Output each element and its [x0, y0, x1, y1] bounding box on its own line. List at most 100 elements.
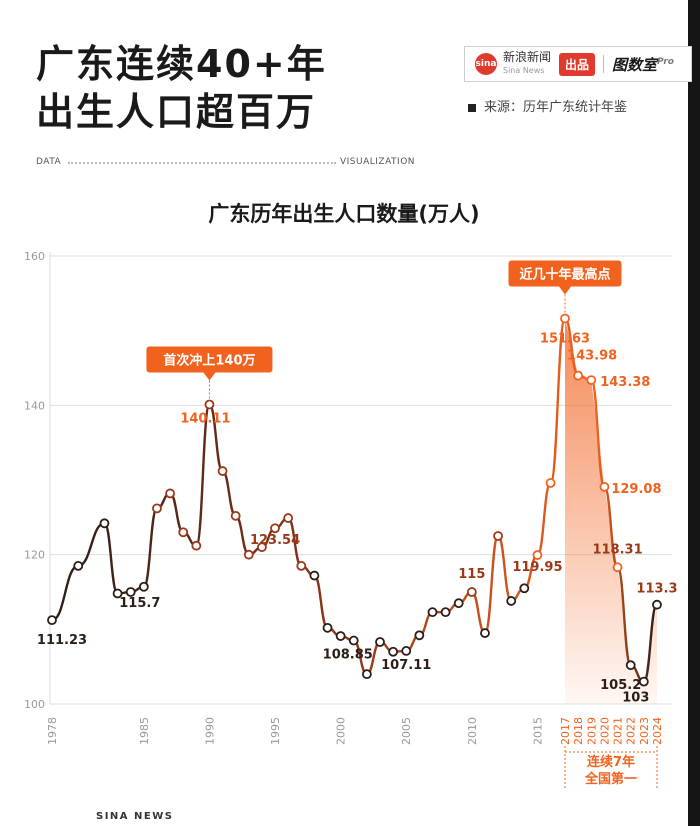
- brand-separator: [603, 55, 605, 73]
- data-point: [638, 676, 649, 687]
- brand-sup: Pro: [657, 56, 674, 67]
- callout-text: 首次冲上140万: [163, 353, 255, 369]
- data-label: 119.95: [512, 560, 562, 575]
- highlight-label-line2: 全国第一: [584, 771, 637, 787]
- data-point: [322, 622, 333, 633]
- data-point: [573, 370, 584, 381]
- data-point: [204, 399, 215, 410]
- data-point: [519, 583, 530, 594]
- x-tick-label: 2000: [335, 717, 348, 745]
- x-tick-label: 1995: [269, 717, 282, 745]
- x-tick-label: 2019: [585, 717, 598, 745]
- data-point: [165, 488, 175, 499]
- data-point: [73, 560, 84, 571]
- data-label: DATA: [36, 157, 62, 167]
- brand-name: 新浪新闻 Sina News: [503, 51, 551, 77]
- brand-badge: 出品: [559, 52, 596, 76]
- data-label: 113.3: [636, 582, 677, 597]
- callout-pointer: [203, 372, 216, 381]
- brand-sub-text: 图数室: [612, 55, 658, 74]
- highlight-area: [565, 318, 657, 704]
- data-point: [243, 549, 254, 560]
- data-point: [125, 587, 136, 597]
- poster-title: 广东连续40+年 出生人口超百万: [36, 42, 327, 134]
- brand-box: sina 新浪新闻 Sina News 出品 图数室Pro: [464, 46, 692, 82]
- data-label: 123.54: [250, 533, 300, 548]
- data-point: [191, 540, 202, 551]
- data-label: 108.85: [323, 648, 373, 663]
- x-tick-label: 2022: [625, 717, 638, 745]
- data-label: 118.31: [592, 542, 642, 557]
- x-tick-label: 2017: [559, 717, 572, 745]
- data-point: [230, 510, 241, 521]
- data-point: [270, 523, 280, 534]
- data-point: [453, 598, 464, 609]
- data-point: [466, 587, 477, 597]
- data-point: [152, 503, 162, 514]
- callout-text: 近几十年最高点: [519, 266, 610, 282]
- data-label: 151.63: [540, 331, 590, 346]
- callout-box: [508, 260, 622, 287]
- data-point: [599, 481, 610, 492]
- data-point: [296, 560, 307, 571]
- data-label: 115: [458, 567, 485, 582]
- data-point: [401, 646, 412, 656]
- x-tick-label: 2010: [466, 717, 479, 745]
- data-label: 143.98: [567, 349, 617, 364]
- brand-name-en: Sina News: [503, 66, 545, 75]
- visualization-label: VISUALIZATION: [340, 157, 416, 167]
- data-point: [652, 599, 662, 610]
- x-tick-label: 2024: [651, 717, 664, 745]
- data-point: [586, 375, 597, 385]
- callout-box: [146, 346, 273, 373]
- data-label: 103: [622, 691, 649, 706]
- x-tick-label: 2020: [598, 717, 611, 745]
- data-point: [480, 628, 490, 638]
- data-point: [138, 581, 149, 592]
- data-point: [506, 596, 517, 606]
- source-text: 来源：历年广东统计年鉴: [484, 100, 628, 115]
- x-tick-label: 1985: [138, 717, 151, 745]
- sina-logo-icon: sina: [475, 53, 497, 75]
- data-label: 111.23: [37, 633, 87, 648]
- data-point: [361, 669, 372, 680]
- data-point: [283, 513, 294, 523]
- brand-sub: 图数室Pro: [612, 54, 674, 75]
- callout-pointer: [559, 286, 571, 295]
- y-tick-label: 160: [24, 250, 45, 263]
- data-point: [309, 570, 320, 581]
- data-point: [560, 313, 570, 324]
- data-point: [257, 542, 267, 553]
- footer-brand: SINA NEWS: [96, 811, 174, 822]
- data-point: [612, 562, 623, 573]
- data-point: [414, 630, 425, 641]
- data-point: [375, 637, 385, 647]
- data-point: [493, 531, 503, 541]
- data-point: [625, 660, 636, 671]
- data-label: 143.38: [600, 375, 650, 390]
- data-label: 115.7: [119, 596, 160, 611]
- data-point: [545, 478, 556, 488]
- highlight-label-line1: 连续7年: [587, 754, 635, 770]
- decor-dotted-line: [68, 162, 336, 164]
- data-point: [335, 631, 346, 641]
- brand-name-cn: 新浪新闻: [503, 50, 552, 64]
- data-point: [388, 646, 399, 657]
- data-point: [440, 607, 451, 618]
- data-point: [178, 527, 189, 538]
- data-point: [112, 588, 123, 599]
- y-tick-label: 120: [24, 549, 45, 562]
- data-point: [348, 635, 359, 646]
- data-label: 140.11: [180, 412, 230, 427]
- x-tick-label: 1990: [203, 717, 216, 745]
- chart-title: 广东历年出生人口数量(万人): [208, 202, 480, 226]
- y-tick-label: 100: [24, 698, 45, 711]
- x-tick-label: 2018: [572, 717, 585, 745]
- x-tick-label: 2015: [531, 717, 544, 745]
- source-note: 来源：历年广东统计年鉴: [468, 96, 627, 115]
- data-point: [47, 615, 57, 626]
- data-point: [217, 466, 228, 476]
- source-mark-icon: [468, 103, 476, 112]
- x-tick-label: 2005: [400, 717, 413, 745]
